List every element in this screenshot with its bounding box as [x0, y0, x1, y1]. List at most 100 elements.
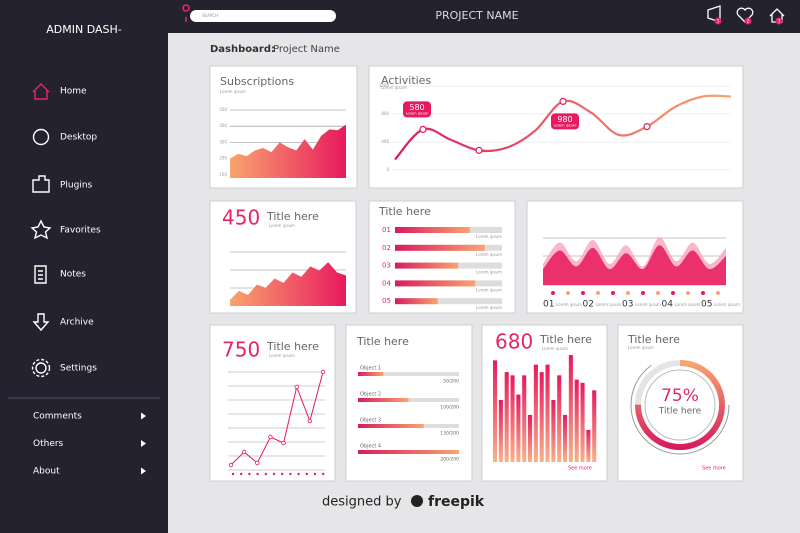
- progress-bar: [395, 262, 459, 269]
- bar: [539, 372, 544, 462]
- category-note: Lorem ipsum: [714, 302, 740, 307]
- category-note: Lorem ipsum: [635, 302, 661, 307]
- y-tick-label: 500: [219, 107, 227, 112]
- callout: [403, 101, 431, 118]
- dot: [701, 291, 705, 295]
- marker: [255, 460, 260, 466]
- card-title: Activities: [381, 74, 431, 87]
- row-label: 05: [382, 297, 391, 305]
- dot: [231, 472, 235, 476]
- bar: [510, 375, 515, 462]
- stat-value: 750: [222, 338, 260, 362]
- badge: [714, 17, 722, 25]
- y-tick-label: 400: [219, 123, 227, 128]
- dot: [289, 472, 292, 476]
- marker: [228, 462, 234, 468]
- card-title: Title here: [627, 333, 680, 346]
- nav-item[interactable]: Archive: [60, 318, 94, 328]
- marker: [281, 440, 286, 446]
- nav-item[interactable]: Notes: [60, 270, 86, 280]
- marker: [559, 97, 567, 106]
- dot: [581, 291, 585, 295]
- breadcrumb-page: Project Name: [273, 44, 340, 55]
- object-bar: [358, 450, 459, 454]
- category-note: Lorem ipsum: [675, 302, 701, 307]
- bar: [533, 364, 538, 462]
- callout-value: 580: [409, 103, 424, 112]
- app-title: ADMIN DASH-: [46, 23, 122, 36]
- card-subtitle: Lorem ipsum: [628, 345, 654, 350]
- category-label: 05: [701, 300, 712, 310]
- progress-bar: [395, 298, 438, 305]
- wave-area: [543, 245, 726, 285]
- dot: [240, 472, 243, 476]
- row-note: Lorem ipsum: [476, 270, 502, 275]
- bar: [528, 414, 533, 462]
- sub-item[interactable]: About: [33, 467, 60, 477]
- progress-bar: [395, 280, 476, 287]
- icon-archive: [32, 313, 50, 332]
- card-title: Title here: [266, 340, 319, 353]
- dot: [566, 291, 570, 295]
- marker: [294, 384, 299, 390]
- progress-bar: [395, 227, 470, 233]
- marker: [419, 125, 427, 133]
- nav-item[interactable]: Desktop: [60, 133, 97, 143]
- object-label: 100/200: [440, 405, 459, 411]
- icon-settings: [35, 362, 47, 374]
- dot: [596, 291, 600, 295]
- callout-note: Lorem ipsum: [554, 123, 577, 127]
- search-placeholder: SEARCH: [202, 13, 218, 18]
- dot: [281, 472, 284, 476]
- donut-ring-inner: [644, 369, 716, 441]
- dot: [297, 472, 300, 476]
- row-label: 04: [382, 279, 391, 287]
- page-title: PROJECT NAME: [435, 9, 518, 22]
- nav-item[interactable]: Home: [60, 87, 87, 97]
- y-tick-label: 100: [219, 172, 227, 177]
- dot: [551, 291, 555, 295]
- bar: [504, 372, 509, 462]
- row-note: Lorem ipsum: [476, 305, 502, 310]
- row-label: 02: [382, 244, 391, 252]
- dot: [322, 472, 325, 476]
- icon-heart[interactable]: [736, 7, 754, 23]
- footer-logo: [411, 495, 423, 507]
- donut-ring: [630, 355, 730, 455]
- category-label: 03: [622, 300, 633, 310]
- see-more[interactable]: See more: [568, 466, 592, 472]
- footer-brand: freepik: [428, 494, 485, 510]
- object-bar: [358, 424, 424, 428]
- bar: [516, 394, 521, 462]
- bar: [574, 379, 579, 462]
- search-box[interactable]: [190, 10, 336, 22]
- bar: [568, 355, 573, 462]
- expand-arrow: [141, 440, 146, 447]
- sub-item[interactable]: Others: [33, 439, 64, 449]
- marker: [307, 418, 313, 424]
- see-more[interactable]: See more: [702, 466, 726, 472]
- track: [358, 372, 459, 376]
- dot: [641, 291, 645, 295]
- sub-item[interactable]: Comments: [33, 412, 82, 422]
- row-note: Lorem ipsum: [476, 287, 502, 292]
- card-title: Title here: [356, 335, 409, 348]
- nav-item[interactable]: Favorites: [60, 226, 101, 236]
- object-name: Object 1: [360, 366, 381, 372]
- stat-value: 680: [495, 330, 533, 354]
- area: [230, 262, 346, 306]
- donut-label: 75%: [661, 386, 699, 406]
- object-name: Object 2: [360, 392, 381, 398]
- bar: [586, 429, 591, 462]
- row-label: 03: [382, 262, 391, 270]
- y-tick-label: 1200: [379, 83, 390, 88]
- dot: [656, 291, 660, 295]
- icon-desktop: [32, 128, 50, 146]
- badge: [775, 17, 783, 25]
- nav-item[interactable]: Plugins: [60, 181, 93, 191]
- bar: [580, 382, 585, 462]
- nav-item[interactable]: Settings: [60, 364, 97, 374]
- expand-arrow: [141, 467, 146, 475]
- object-name: Object 3: [360, 418, 381, 424]
- dot: [248, 472, 251, 476]
